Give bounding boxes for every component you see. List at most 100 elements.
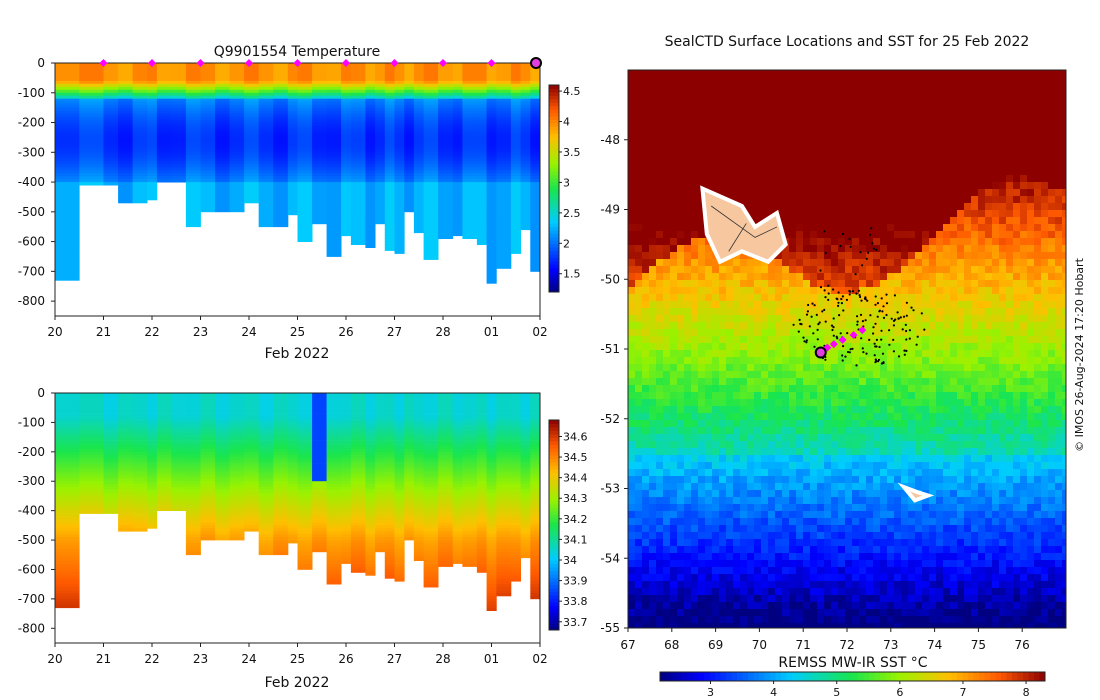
value-cell xyxy=(185,217,201,222)
value-cell xyxy=(476,507,487,511)
value-cell xyxy=(185,407,201,411)
value-cell xyxy=(530,551,541,556)
value-cell xyxy=(341,534,352,538)
value-cell xyxy=(118,95,134,100)
value-cell xyxy=(486,262,497,266)
colorbar-tick-label: 2.5 xyxy=(563,207,581,220)
value-cell xyxy=(103,104,119,109)
value-cell xyxy=(55,131,80,135)
value-cell xyxy=(55,440,80,444)
value-cell xyxy=(365,140,376,144)
value-cell xyxy=(185,395,201,400)
value-cell xyxy=(341,472,352,476)
value-cell xyxy=(423,407,439,411)
value-cell xyxy=(118,173,134,177)
value-cell xyxy=(350,182,366,186)
value-cell xyxy=(244,401,260,406)
value-cell xyxy=(496,229,512,234)
value-cell xyxy=(462,454,478,459)
value-cell xyxy=(462,161,478,165)
value-cell xyxy=(510,98,521,103)
value-cell xyxy=(510,89,521,94)
value-cell xyxy=(404,472,415,476)
value-cell xyxy=(103,137,119,141)
value-cell xyxy=(244,484,260,488)
value-cell xyxy=(510,475,521,479)
colorbar-segment xyxy=(549,216,559,221)
value-cell xyxy=(530,71,541,76)
value-cell xyxy=(200,498,216,503)
sst-cell xyxy=(719,91,727,99)
value-cell xyxy=(394,95,405,100)
value-cell xyxy=(118,528,134,532)
value-cell xyxy=(452,498,463,503)
colorbar-segment xyxy=(549,147,559,152)
colorbar-segment xyxy=(549,160,559,165)
sst-cell xyxy=(649,91,657,99)
value-cell xyxy=(200,155,216,159)
value-cell xyxy=(258,454,274,459)
value-cell xyxy=(103,63,119,67)
value-cell xyxy=(132,481,148,485)
value-cell xyxy=(510,155,521,159)
value-cell xyxy=(273,393,289,397)
sst-cell xyxy=(768,77,776,85)
value-cell xyxy=(413,229,424,234)
value-cell xyxy=(215,487,231,491)
sst-cell xyxy=(992,77,1000,85)
value-cell xyxy=(156,128,172,132)
value-cell xyxy=(384,495,395,500)
value-cell xyxy=(258,223,274,228)
value-cell xyxy=(476,545,487,550)
value-cell xyxy=(185,478,201,482)
value-cell xyxy=(171,425,187,429)
value-cell xyxy=(297,490,313,494)
value-cell xyxy=(229,176,245,180)
value-cell xyxy=(520,401,531,406)
value-cell xyxy=(185,495,201,500)
value-cell xyxy=(244,475,260,479)
value-cell xyxy=(258,551,274,556)
value-cell xyxy=(244,164,260,168)
colorbar-segment xyxy=(549,171,559,176)
value-cell xyxy=(297,507,313,511)
value-cell xyxy=(423,404,439,409)
sst-cell xyxy=(936,98,944,106)
value-cell xyxy=(341,71,352,76)
value-cell xyxy=(171,158,187,162)
value-cell xyxy=(79,484,104,488)
value-cell xyxy=(79,95,104,100)
value-cell xyxy=(462,208,478,213)
value-cell xyxy=(530,457,541,461)
value-cell xyxy=(423,398,439,403)
value-cell xyxy=(520,176,531,180)
value-cell xyxy=(244,158,260,162)
sst-cell xyxy=(649,112,657,120)
sst-cell xyxy=(950,77,958,85)
value-cell xyxy=(258,188,274,192)
value-cell xyxy=(462,122,478,126)
value-cell xyxy=(486,107,497,111)
sst-cell xyxy=(1006,98,1014,106)
sst-cell xyxy=(803,98,811,106)
value-cell xyxy=(423,410,439,414)
value-cell xyxy=(365,211,376,216)
value-cell xyxy=(118,428,134,432)
value-cell xyxy=(462,537,478,541)
value-cell xyxy=(394,158,405,162)
colorbar-segment xyxy=(549,202,559,207)
value-cell xyxy=(438,563,454,567)
value-cell xyxy=(185,531,201,535)
sst-cell xyxy=(691,91,699,99)
value-cell xyxy=(520,548,531,553)
value-cell xyxy=(156,490,172,494)
value-cell xyxy=(404,125,415,129)
value-cell xyxy=(312,495,328,500)
value-cell xyxy=(520,119,531,123)
value-cell xyxy=(510,469,521,473)
value-cell xyxy=(200,507,216,511)
value-cell xyxy=(215,158,231,162)
value-cell xyxy=(258,484,274,488)
value-cell xyxy=(326,146,342,150)
value-cell xyxy=(326,86,342,91)
